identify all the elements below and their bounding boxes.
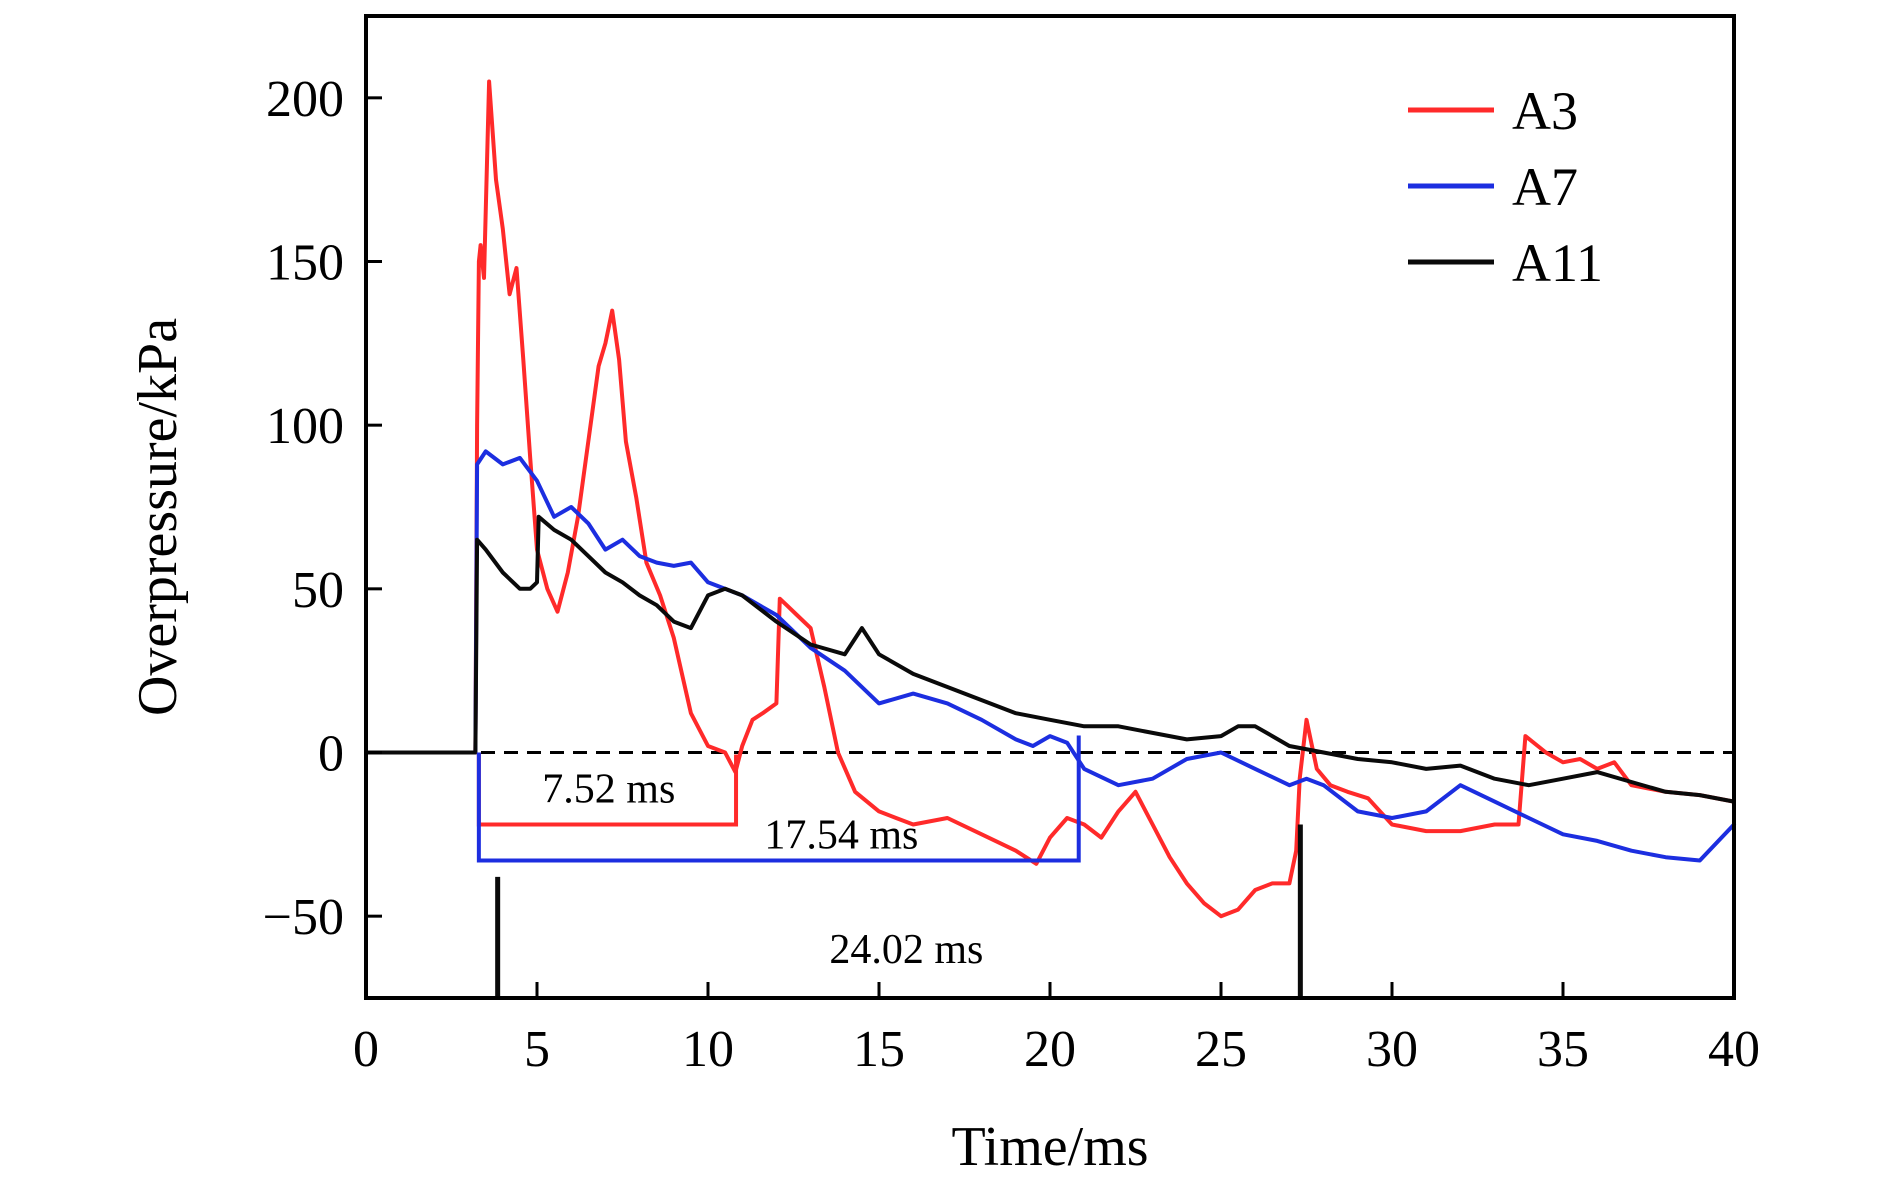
duration-label: 24.02 ms bbox=[829, 927, 983, 973]
duration-bracket-1: 7.52 ms bbox=[476, 752, 739, 827]
duration-label: 17.54 ms bbox=[764, 812, 918, 858]
x-tick-label: 20 bbox=[1024, 1021, 1076, 1078]
x-tick-label: 25 bbox=[1195, 1021, 1247, 1078]
series-line-a11 bbox=[364, 514, 1736, 804]
axes-layer: 0 5 10 15 20 25 30 35 40 −50 0 50 100 150 200 bbox=[263, 14, 1760, 1078]
x-axis-title: Time/ms bbox=[951, 1116, 1148, 1178]
y-axis-title: Overpressure/kPa bbox=[127, 318, 189, 716]
duration-bracket-2: 17.54 ms bbox=[476, 735, 1081, 863]
series-layer bbox=[364, 79, 1736, 919]
legend-entry-a3: A3 bbox=[1408, 81, 1578, 141]
legend-entry-a7: A7 bbox=[1408, 157, 1578, 217]
legend-label: A11 bbox=[1512, 233, 1603, 293]
series-line-a7 bbox=[364, 449, 1736, 863]
y-tick-label: 200 bbox=[266, 71, 344, 128]
x-tick-label: 0 bbox=[353, 1021, 379, 1078]
y-tick-label: 50 bbox=[292, 562, 344, 619]
bracket-line bbox=[476, 735, 1081, 863]
x-tick-label: 15 bbox=[853, 1021, 905, 1078]
y-tick-label: 100 bbox=[266, 398, 344, 455]
legend-label: A7 bbox=[1512, 157, 1578, 217]
legend: A3 A7 A11 bbox=[1408, 81, 1603, 293]
y-tick-label: 0 bbox=[318, 726, 344, 783]
duration-label: 7.52 ms bbox=[542, 767, 675, 813]
legend-label: A3 bbox=[1512, 81, 1578, 141]
duration-bracket-3: 24.02 ms bbox=[495, 824, 1303, 998]
x-tick-label: 30 bbox=[1366, 1021, 1418, 1078]
y-tick-label: 150 bbox=[266, 235, 344, 292]
x-tick-label: 40 bbox=[1708, 1021, 1760, 1078]
x-tick-label: 5 bbox=[524, 1021, 550, 1078]
x-tick-label: 35 bbox=[1537, 1021, 1589, 1078]
y-tick-label: −50 bbox=[263, 889, 344, 946]
series-line-a3 bbox=[364, 79, 1736, 919]
legend-entry-a11: A11 bbox=[1408, 233, 1603, 293]
x-tick-label: 10 bbox=[682, 1021, 734, 1078]
annotation-layer: 7.52 ms 17.54 ms 24.02 ms bbox=[476, 735, 1303, 998]
